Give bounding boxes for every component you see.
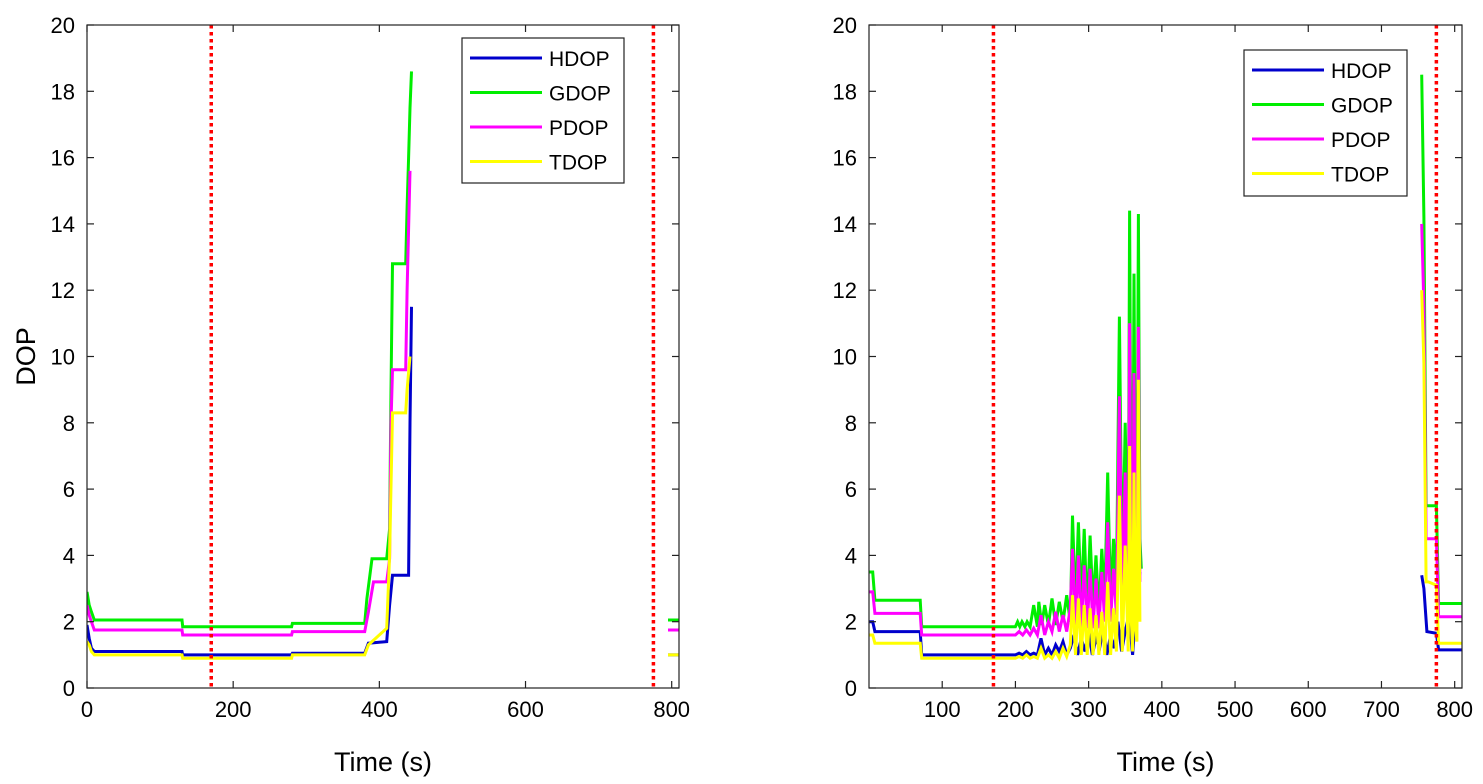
y-tick-label: 12 bbox=[833, 278, 857, 303]
y-tick-label: 2 bbox=[63, 610, 75, 635]
x-tick-label: 400 bbox=[1143, 697, 1180, 722]
y-tick-label: 16 bbox=[833, 146, 857, 171]
y-tick-label: 0 bbox=[845, 676, 857, 701]
x-tick-label: 500 bbox=[1217, 697, 1254, 722]
y-tick-label: 4 bbox=[63, 543, 75, 568]
right-dop-chart: 100 200 300 400 500 600 700 800 0 2 4 6 8 10 12 14 16 18 2… bbox=[833, 13, 1474, 777]
y-tick-label: 10 bbox=[51, 345, 75, 370]
y-tick-label: 16 bbox=[51, 146, 75, 171]
legend-label-tdop: TDOP bbox=[1331, 164, 1389, 187]
y-tick-label: 6 bbox=[845, 477, 857, 502]
y-tick-label: 14 bbox=[833, 212, 857, 237]
y-tick-label: 10 bbox=[833, 345, 857, 370]
x-tick-label: 600 bbox=[1290, 697, 1327, 722]
y-tick-label: 14 bbox=[51, 212, 75, 237]
y-tick-label: 8 bbox=[845, 411, 857, 436]
series-line-gdop bbox=[87, 71, 679, 629]
y-axis-label: DOP bbox=[11, 327, 41, 386]
series-line-pdop bbox=[87, 170, 679, 637]
y-tick-label: 20 bbox=[833, 13, 857, 38]
legend-box bbox=[461, 37, 625, 184]
y-tick-label: 20 bbox=[51, 13, 75, 38]
legend-label-pdop: PDOP bbox=[1331, 129, 1391, 152]
x-axis-label: Time (s) bbox=[1117, 747, 1215, 777]
x-tick-label: 400 bbox=[361, 697, 398, 722]
legend-label-hdop: HDOP bbox=[1331, 60, 1392, 83]
y-tick-label: 18 bbox=[833, 79, 857, 104]
x-tick-label: 100 bbox=[924, 697, 961, 722]
y-tick-label: 0 bbox=[63, 676, 75, 701]
x-tick-label: 800 bbox=[1436, 697, 1473, 722]
y-tick-label: 12 bbox=[51, 278, 75, 303]
x-tick-label: 800 bbox=[653, 697, 690, 722]
legend-label-gdop: GDOP bbox=[549, 83, 611, 106]
legend-box bbox=[1243, 49, 1408, 197]
legend: HDOP GDOP PDOP TDOP bbox=[1243, 49, 1408, 197]
legend-label-gdop: GDOP bbox=[1331, 95, 1393, 118]
series-line-tdop bbox=[869, 290, 1462, 662]
left-dop-chart: 0 200 400 600 800 0 2 4 6 8 10 12 14 16 18 20 Time (s) DO… bbox=[11, 13, 690, 777]
legend: HDOP GDOP PDOP TDOP bbox=[461, 37, 625, 184]
legend-label-hdop: HDOP bbox=[549, 48, 610, 71]
plot-lines bbox=[869, 25, 1462, 688]
y-tick-label: 6 bbox=[63, 477, 75, 502]
plot-lines bbox=[87, 25, 679, 688]
legend-label-pdop: PDOP bbox=[549, 117, 609, 140]
x-tick-label: 600 bbox=[507, 697, 544, 722]
y-tick-label: 8 bbox=[63, 411, 75, 436]
x-tick-label: 200 bbox=[215, 697, 252, 722]
legend-label-tdop: TDOP bbox=[549, 152, 607, 175]
x-tick-label: 200 bbox=[997, 697, 1034, 722]
x-axis-label: Time (s) bbox=[334, 747, 432, 777]
x-tick-label: 700 bbox=[1363, 697, 1400, 722]
y-tick-label: 18 bbox=[51, 79, 75, 104]
series-line-tdop bbox=[87, 356, 679, 660]
x-tick-label: 0 bbox=[81, 697, 93, 722]
y-tick-label: 4 bbox=[845, 543, 857, 568]
y-tick-label: 2 bbox=[845, 610, 857, 635]
x-tick-label: 300 bbox=[1070, 697, 1107, 722]
